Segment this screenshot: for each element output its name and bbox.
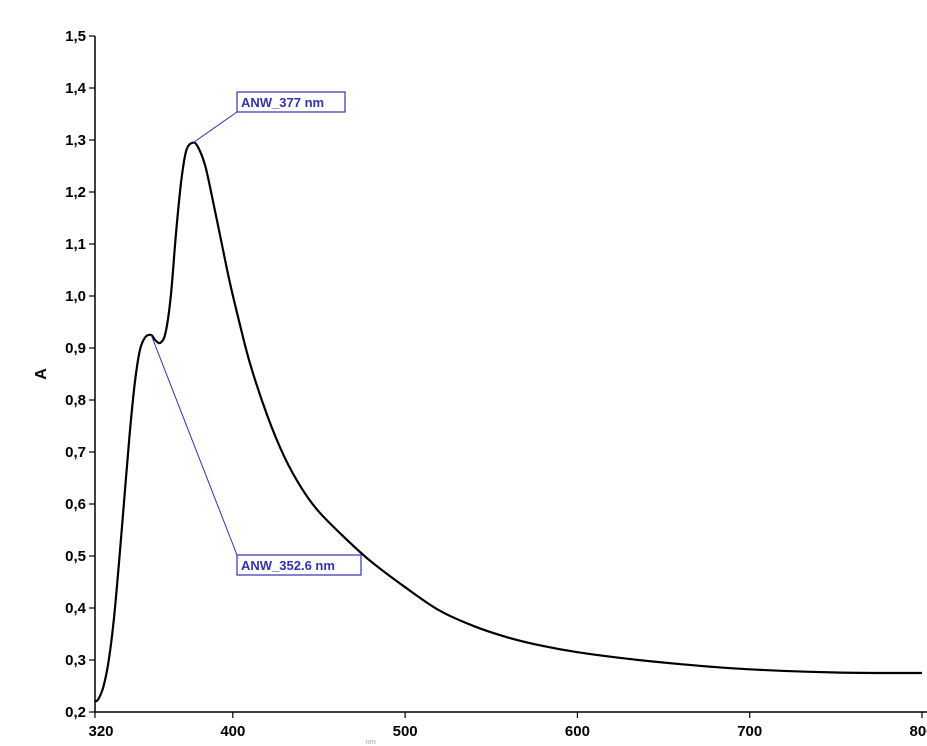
- x-tick-label: 700: [737, 723, 762, 740]
- y-tick-label: 1,3: [65, 132, 86, 149]
- annotation-box: [236, 91, 346, 113]
- x-axis-ticks: 320 400 500 600 700 800: [88, 712, 927, 740]
- y-tick-label: 0,5: [65, 548, 86, 565]
- x-tick-label: 800: [909, 723, 927, 740]
- annotations: ANW_377 nm ANW_352.6 nm: [150, 91, 362, 576]
- series-group: [94, 141, 923, 703]
- y-tick-label: 1,2: [65, 184, 86, 201]
- y-tick-label: 1,4: [65, 80, 87, 97]
- y-tick-label: 1,5: [65, 28, 86, 45]
- y-axis-ticks: 0,2 0,3 0,4 0,5 0,6 0,7 0,8 0,9 1,0 1,1 1,2 1,3 1,4 1…: [65, 28, 95, 721]
- x-tick-label: 400: [220, 723, 245, 740]
- y-tick-label: 0,2: [65, 704, 86, 721]
- axes: [94, 36, 927, 713]
- spectrum-line: [94, 141, 923, 703]
- x-tick-label: 600: [565, 723, 590, 740]
- annotation-box: [236, 554, 362, 576]
- y-tick-label: 1,0: [65, 288, 86, 305]
- y-tick-label: 1,1: [65, 236, 86, 253]
- y-tick-label: 0,4: [65, 600, 87, 617]
- annotation-leader-line: [150, 334, 238, 556]
- y-axis-title: A: [33, 368, 50, 380]
- annotation-leader-line: [192, 111, 238, 144]
- x-tick-label: 500: [393, 723, 418, 740]
- annotation-label: ANW_352.6 nm: [241, 558, 335, 573]
- annotation-label: ANW_377 nm: [241, 95, 324, 110]
- y-tick-label: 0,9: [65, 340, 86, 357]
- y-tick-label: 0,3: [65, 652, 86, 669]
- y-tick-label: 0,7: [65, 444, 86, 461]
- x-axis-title: nm: [365, 739, 376, 746]
- y-tick-label: 0,6: [65, 496, 86, 513]
- y-tick-label: 0,8: [65, 392, 86, 409]
- x-tick-label: 320: [88, 723, 113, 740]
